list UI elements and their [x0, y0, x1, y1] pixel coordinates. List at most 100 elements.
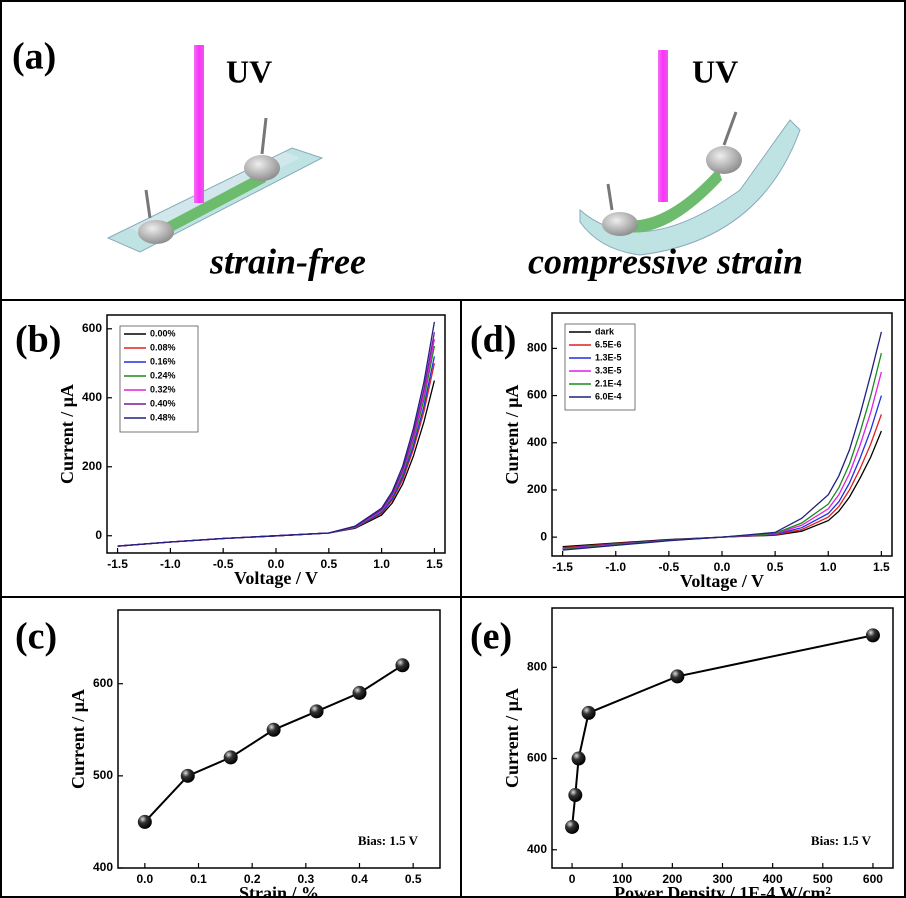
y-axis-title: Current / μA: [68, 689, 88, 789]
data-point: [266, 722, 281, 737]
x-tick-label: 0: [569, 872, 576, 886]
y-tick-label: 400: [527, 435, 547, 449]
x-tick-label: 200: [662, 872, 682, 886]
x-tick-label: -1.0: [160, 557, 181, 571]
x-tick-label: -0.5: [213, 557, 234, 571]
strain-free-illustration: [106, 45, 324, 253]
legend-label: 0.32%: [150, 384, 176, 394]
x-axis-title: Power Density / 1E-4 W/cm²: [614, 883, 831, 898]
y-tick-label: 500: [93, 768, 113, 782]
data-point: [223, 750, 238, 765]
x-tick-label: 1.5: [426, 557, 443, 571]
y-tick-label: 0: [540, 529, 547, 543]
data-point: [865, 628, 880, 643]
x-tick-label: 0.1: [190, 872, 207, 886]
y-tick-label: 800: [527, 659, 547, 673]
y-axis-title: Current / μA: [57, 384, 77, 484]
x-tick-label: 300: [712, 872, 732, 886]
data-point: [670, 669, 685, 684]
x-tick-label: 100: [612, 872, 632, 886]
y-tick-label: 200: [527, 482, 547, 496]
x-tick-label: 1.5: [873, 560, 890, 574]
x-tick-label: 0.0: [136, 872, 153, 886]
x-tick-label: -1.0: [605, 560, 626, 574]
data-point: [571, 751, 586, 766]
series-line: [117, 321, 436, 547]
y-tick-label: 200: [82, 459, 102, 473]
y-axis-title: Current / μA: [502, 385, 522, 485]
data-point: [180, 768, 195, 783]
caption: strain-free: [209, 241, 366, 281]
legend-label: 6.0E-4: [595, 391, 622, 401]
x-tick-label: 0.2: [244, 872, 261, 886]
panel-label: (d): [470, 319, 516, 361]
legend-label: 3.3E-5: [595, 365, 622, 375]
axes-frame: [551, 607, 894, 869]
y-tick-label: 600: [93, 676, 113, 690]
series-line: [562, 395, 883, 550]
y-tick-label: 600: [527, 388, 547, 402]
y-tick-label: 400: [93, 860, 113, 874]
x-tick-label: -0.5: [659, 560, 680, 574]
x-tick-label: 1.0: [373, 557, 390, 571]
panel-label: (a): [12, 36, 56, 78]
legend-label: 6.5E-6: [595, 339, 622, 349]
series-line: [562, 430, 883, 548]
x-tick-label: 500: [813, 872, 833, 886]
legend-label: 0.24%: [150, 370, 176, 380]
x-tick-label: 0.5: [320, 557, 337, 571]
x-tick-label: 0.0: [714, 560, 731, 574]
legend-label: 0.48%: [150, 412, 176, 422]
panel-label: (b): [15, 319, 61, 361]
y-tick-label: 600: [527, 751, 547, 765]
y-tick-label: 400: [82, 390, 102, 404]
caption: compressive strain: [528, 241, 803, 281]
data-point: [581, 705, 596, 720]
data-point: [568, 788, 583, 803]
y-tick-label: 0: [95, 528, 102, 542]
x-axis-title: Voltage / V: [234, 568, 318, 588]
x-tick-label: -1.5: [107, 557, 128, 571]
x-axis-title: Strain / %: [239, 883, 319, 898]
x-tick-label: 400: [763, 872, 783, 886]
annotation: Bias: 1.5 V: [358, 833, 419, 848]
data-point: [137, 814, 152, 829]
legend-label: 0.40%: [150, 398, 176, 408]
y-tick-label: 400: [527, 842, 547, 856]
data-point: [352, 685, 367, 700]
compressive-strain-illustration: [579, 50, 801, 256]
x-tick-label: 0.5: [405, 872, 422, 886]
legend-label: 1.3E-5: [595, 352, 622, 362]
x-tick-label: 0.0: [268, 557, 285, 571]
legend-label: 2.1E-4: [595, 378, 622, 388]
series-line: [562, 414, 883, 549]
x-tick-label: 0.3: [297, 872, 314, 886]
x-tick-label: 600: [863, 872, 883, 886]
panel-label: (e): [470, 616, 512, 658]
legend-label: 0.00%: [150, 328, 176, 338]
legend-label: 0.16%: [150, 356, 176, 366]
legend-label: 0.08%: [150, 342, 176, 352]
x-tick-label: 0.5: [767, 560, 784, 574]
series-line: [571, 634, 874, 827]
annotation: Bias: 1.5 V: [811, 833, 872, 848]
x-tick-label: 1.0: [820, 560, 837, 574]
y-tick-label: 800: [527, 341, 547, 355]
series-line: [562, 331, 883, 551]
x-tick-label: -1.5: [552, 560, 573, 574]
legend-box: [564, 323, 636, 411]
legend-label: dark: [595, 326, 615, 336]
uv-label: UV: [226, 53, 272, 89]
x-tick-label: 0.4: [351, 872, 368, 886]
x-axis-title: Voltage / V: [680, 571, 764, 591]
axes-frame: [117, 609, 441, 869]
data-point: [565, 819, 580, 834]
y-axis-title: Current / μA: [502, 688, 522, 788]
data-point: [395, 658, 410, 673]
legend-box: [119, 325, 199, 433]
uv-label: UV: [692, 53, 738, 89]
panel-label: (c): [15, 616, 57, 658]
